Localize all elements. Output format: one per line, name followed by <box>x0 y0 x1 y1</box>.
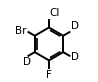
Text: D: D <box>71 52 79 62</box>
Text: D: D <box>23 57 31 67</box>
Text: Br: Br <box>15 26 27 36</box>
Text: Cl: Cl <box>49 8 59 18</box>
Text: D: D <box>71 21 79 31</box>
Text: F: F <box>46 70 52 80</box>
